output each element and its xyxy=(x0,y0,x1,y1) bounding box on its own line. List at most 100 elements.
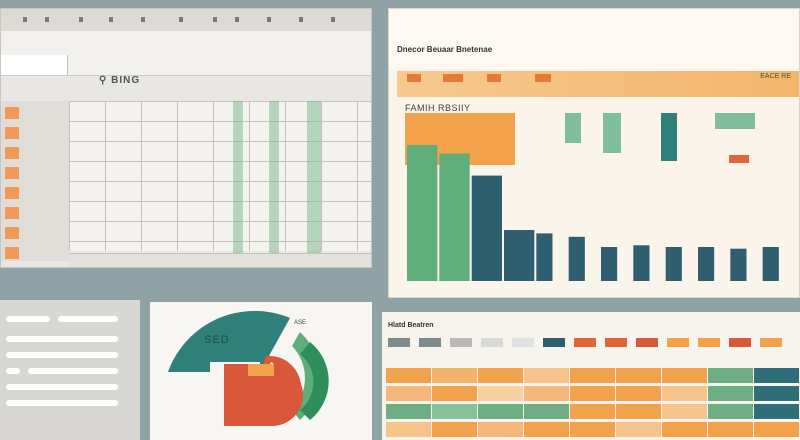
column-header[interactable] xyxy=(698,338,720,347)
row-marker[interactable] xyxy=(5,247,19,259)
table-cell[interactable] xyxy=(754,368,799,383)
toolbar-icon[interactable] xyxy=(79,17,83,22)
marker-bar[interactable] xyxy=(729,155,749,163)
column-header[interactable] xyxy=(512,338,534,347)
table-cell[interactable] xyxy=(432,386,477,401)
bar[interactable] xyxy=(568,236,585,281)
toolbar-icon[interactable] xyxy=(179,17,183,22)
table-cell[interactable] xyxy=(478,404,523,419)
column-header[interactable] xyxy=(760,338,782,347)
property-row[interactable] xyxy=(6,352,118,358)
table-cell[interactable] xyxy=(616,404,661,419)
column-header[interactable] xyxy=(419,338,441,347)
bar[interactable] xyxy=(601,247,618,281)
table-row[interactable] xyxy=(386,368,800,383)
toolbar-icon[interactable] xyxy=(109,17,113,22)
row-marker[interactable] xyxy=(5,207,19,219)
toolbar-icon[interactable] xyxy=(235,17,239,22)
table-cell[interactable] xyxy=(478,422,523,437)
row-marker[interactable] xyxy=(5,187,19,199)
table-cell[interactable] xyxy=(570,386,615,401)
table-cell[interactable] xyxy=(616,386,661,401)
table-cell[interactable] xyxy=(570,368,615,383)
table-cell[interactable] xyxy=(754,386,799,401)
table-cell[interactable] xyxy=(524,404,569,419)
table-cell[interactable] xyxy=(662,404,707,419)
table-row[interactable] xyxy=(386,386,800,401)
bar[interactable] xyxy=(536,233,553,281)
table-cell[interactable] xyxy=(524,368,569,383)
small-bar[interactable] xyxy=(603,113,621,153)
toolbar-icon[interactable] xyxy=(299,17,303,22)
name-box[interactable] xyxy=(1,55,68,75)
table-cell[interactable] xyxy=(386,386,431,401)
toolbar-icon[interactable] xyxy=(267,17,271,22)
table-cell[interactable] xyxy=(570,404,615,419)
row-marker[interactable] xyxy=(5,147,19,159)
table-cell[interactable] xyxy=(524,386,569,401)
toolbar-icon[interactable] xyxy=(331,17,335,22)
sheet-tabs-bar[interactable] xyxy=(69,253,371,267)
bar[interactable] xyxy=(762,247,779,281)
table-row[interactable] xyxy=(386,404,800,419)
table-row[interactable] xyxy=(386,422,800,437)
row-marker[interactable] xyxy=(5,167,19,179)
property-row[interactable] xyxy=(28,368,118,374)
column-header[interactable] xyxy=(729,338,751,347)
property-row[interactable] xyxy=(6,384,118,390)
table-cell[interactable] xyxy=(616,422,661,437)
table-cell[interactable] xyxy=(616,368,661,383)
small-bar[interactable] xyxy=(715,113,755,129)
column-header[interactable] xyxy=(667,338,689,347)
bar[interactable] xyxy=(407,145,438,281)
table-cell[interactable] xyxy=(662,386,707,401)
table-cell[interactable] xyxy=(754,422,799,437)
column-header[interactable] xyxy=(481,338,503,347)
bar[interactable] xyxy=(665,247,682,281)
column-header[interactable] xyxy=(450,338,472,347)
row-marker[interactable] xyxy=(5,107,19,119)
table-cell[interactable] xyxy=(570,422,615,437)
table-cell[interactable] xyxy=(432,404,477,419)
table-cell[interactable] xyxy=(662,368,707,383)
table-cell[interactable] xyxy=(708,422,753,437)
table-cell[interactable] xyxy=(524,422,569,437)
table-cell[interactable] xyxy=(432,368,477,383)
property-row[interactable] xyxy=(6,316,50,322)
toolbar-icon[interactable] xyxy=(23,17,27,22)
table-cell[interactable] xyxy=(386,422,431,437)
table-cell[interactable] xyxy=(478,386,523,401)
toolbar-icon[interactable] xyxy=(45,17,49,22)
table-cell[interactable] xyxy=(708,368,753,383)
column-header[interactable] xyxy=(388,338,410,347)
table-cell[interactable] xyxy=(432,422,477,437)
toolbar-icon[interactable] xyxy=(213,17,217,22)
table-cell[interactable] xyxy=(708,404,753,419)
table-cell[interactable] xyxy=(754,404,799,419)
property-row[interactable] xyxy=(6,368,20,374)
bar[interactable] xyxy=(633,245,650,281)
small-bar[interactable] xyxy=(661,113,677,161)
column-header[interactable] xyxy=(605,338,627,347)
property-row[interactable] xyxy=(6,400,118,406)
bar[interactable] xyxy=(439,153,470,282)
column-header[interactable] xyxy=(574,338,596,347)
property-row[interactable] xyxy=(6,336,118,342)
bar[interactable] xyxy=(730,248,747,281)
row-marker[interactable] xyxy=(5,227,19,239)
table-cell[interactable] xyxy=(708,386,753,401)
small-bar[interactable] xyxy=(565,113,581,143)
table-cell[interactable] xyxy=(662,422,707,437)
column-header[interactable] xyxy=(636,338,658,347)
toolbar-glyph[interactable]: ⚲ xyxy=(99,75,108,86)
property-row[interactable] xyxy=(58,316,118,322)
column-header[interactable] xyxy=(543,338,565,347)
bar[interactable] xyxy=(504,230,535,281)
cell-grid[interactable] xyxy=(69,101,371,251)
bar[interactable] xyxy=(698,247,715,281)
table-cell[interactable] xyxy=(478,368,523,383)
table-cell[interactable] xyxy=(386,404,431,419)
toolbar-icon[interactable] xyxy=(141,17,145,22)
bar[interactable] xyxy=(471,175,502,281)
table-cell[interactable] xyxy=(386,368,431,383)
